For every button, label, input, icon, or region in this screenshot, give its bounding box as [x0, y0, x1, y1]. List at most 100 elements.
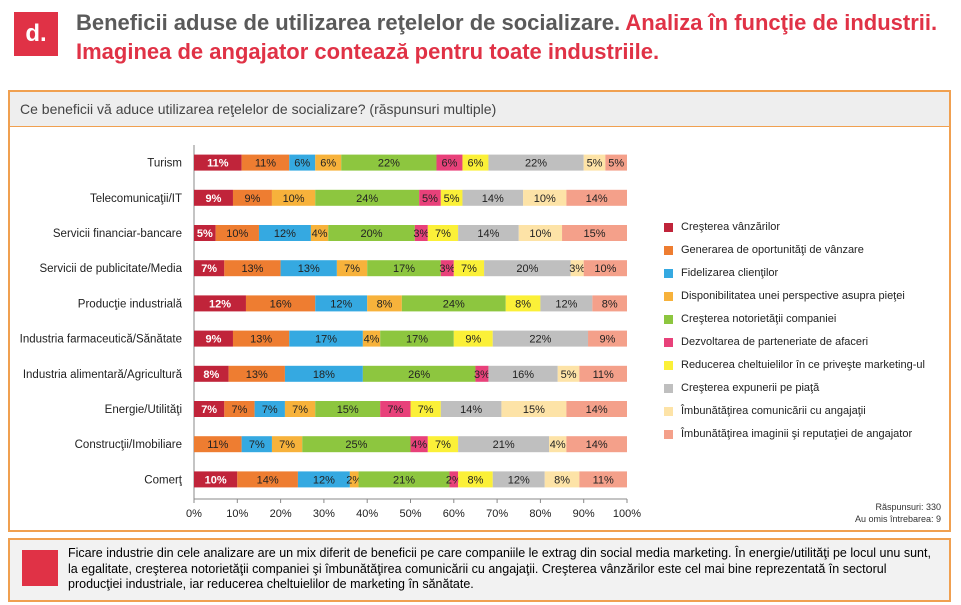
bar-segment: [271, 436, 303, 453]
bar-segment: [453, 330, 493, 347]
category-label: Industria alimentară/Agricultură: [23, 369, 183, 381]
bar-segment: [315, 154, 342, 171]
bar-segment: [302, 436, 411, 453]
data-label: 3%: [439, 263, 455, 275]
x-tick-label: 20%: [270, 508, 292, 520]
bar-segment: [458, 471, 493, 488]
data-label: 14%: [460, 404, 482, 416]
data-label: 6%: [442, 158, 458, 170]
bar-segment: [583, 260, 627, 277]
bar-segment: [362, 330, 381, 347]
data-label: 4%: [411, 439, 427, 451]
bar-segment: [224, 260, 281, 277]
x-tick-label: 50%: [399, 508, 421, 520]
data-label: 16%: [512, 369, 534, 381]
category-label: Servicii de publicitate/Media: [39, 263, 182, 275]
data-label: 22%: [529, 334, 551, 346]
data-label: 8%: [602, 298, 618, 310]
legend-swatch: [664, 222, 673, 232]
bar-segment: [592, 295, 627, 312]
legend-label: Fidelizarea clienţilor: [681, 267, 779, 279]
bar-segment: [570, 260, 584, 277]
bar-segment: [194, 401, 225, 417]
data-label: 20%: [516, 263, 538, 275]
data-label: 4%: [550, 439, 566, 451]
data-label: 13%: [241, 263, 263, 275]
legend-item: Creşterea vânzărilor: [664, 221, 780, 233]
legend-label: Îmbunătăţirea comunicării cu angajaţii: [681, 405, 866, 417]
bar-segment: [588, 330, 627, 347]
bar-segment: [380, 330, 454, 347]
data-label: 9%: [465, 334, 481, 346]
data-label: 3%: [413, 228, 429, 240]
bar-segment: [583, 154, 606, 171]
legend-item: Îmbunătăţirea comunicării cu angajaţii: [664, 405, 866, 417]
data-label: 2%: [346, 474, 362, 486]
bar-segment: [284, 365, 363, 382]
category-label: Comerţ: [144, 474, 183, 486]
bar-segment: [566, 189, 627, 206]
data-label: 6%: [467, 158, 483, 170]
legend-item: Îmbunătăţirea imaginii şi reputaţiei de …: [664, 428, 912, 440]
data-label: 7%: [418, 404, 434, 416]
bar-segment: [289, 330, 363, 347]
bar-segment: [458, 436, 550, 453]
x-tick-label: 30%: [313, 508, 335, 520]
data-label: 14%: [586, 404, 608, 416]
bar-segment: [410, 401, 441, 417]
data-label: 13%: [246, 369, 268, 381]
title-part-1: Beneficii aduse de utilizarea reţelelor …: [76, 10, 621, 35]
category-label: Industria farmaceutică/Sănătate: [20, 334, 182, 346]
bar-segment: [488, 154, 584, 171]
data-label: 5%: [587, 158, 603, 170]
x-tick-label: 70%: [486, 508, 508, 520]
data-label: 12%: [555, 298, 577, 310]
data-label: 8%: [467, 474, 483, 486]
x-tick-label: 60%: [443, 508, 465, 520]
legend-item: Fidelizarea clienţilor: [664, 267, 778, 279]
bar-segment: [232, 330, 290, 347]
data-label: 11%: [207, 439, 228, 451]
legend-label: Dezvoltarea de parteneriate de afaceri: [681, 336, 869, 348]
data-label: 15%: [337, 404, 359, 416]
legend-item: Reducerea cheltuielilor în ce priveşte m…: [664, 359, 925, 371]
bar-segment: [501, 401, 567, 417]
data-label: 13%: [298, 263, 320, 275]
bar-segment: [194, 471, 238, 488]
bar-segment: [475, 365, 489, 382]
data-label: 7%: [279, 439, 295, 451]
bar-segment: [258, 225, 311, 241]
data-label: 7%: [461, 263, 477, 275]
bar-segment: [562, 225, 627, 241]
data-label: 9%: [245, 193, 261, 205]
data-label: 2%: [446, 474, 462, 486]
bar-segment: [367, 260, 441, 277]
question-bar: Ce beneficii vă aduce utilizarea reţelel…: [10, 92, 949, 127]
data-label: 12%: [330, 298, 352, 310]
data-label: 5%: [197, 228, 213, 240]
data-label: 21%: [493, 439, 515, 451]
data-label: 7%: [249, 439, 265, 451]
bar-segment: [194, 295, 246, 312]
bar-segment: [297, 471, 350, 488]
bar-segment: [194, 189, 233, 206]
data-label: 10%: [226, 228, 248, 240]
data-label: 7%: [201, 263, 217, 275]
data-label: 5%: [422, 193, 438, 205]
data-label: 22%: [525, 158, 547, 170]
legend-swatch: [664, 245, 673, 255]
data-label: 14%: [586, 193, 608, 205]
legend-label: Disponibilitatea unei perspective asupra…: [681, 290, 905, 302]
data-label: 12%: [313, 474, 335, 486]
data-label: 4%: [312, 228, 328, 240]
data-label: 25%: [345, 439, 367, 451]
bar-segment: [540, 295, 593, 312]
data-label: 24%: [356, 193, 378, 205]
bar-segment: [518, 225, 563, 241]
omitted-note: Au omis întrebarea: 9: [854, 514, 941, 524]
data-label: 7%: [344, 263, 360, 275]
data-label: 6%: [294, 158, 310, 170]
page-title: Beneficii aduse de utilizarea reţelelor …: [76, 8, 946, 66]
bar-segment: [315, 189, 420, 206]
bar-segment: [449, 471, 459, 488]
